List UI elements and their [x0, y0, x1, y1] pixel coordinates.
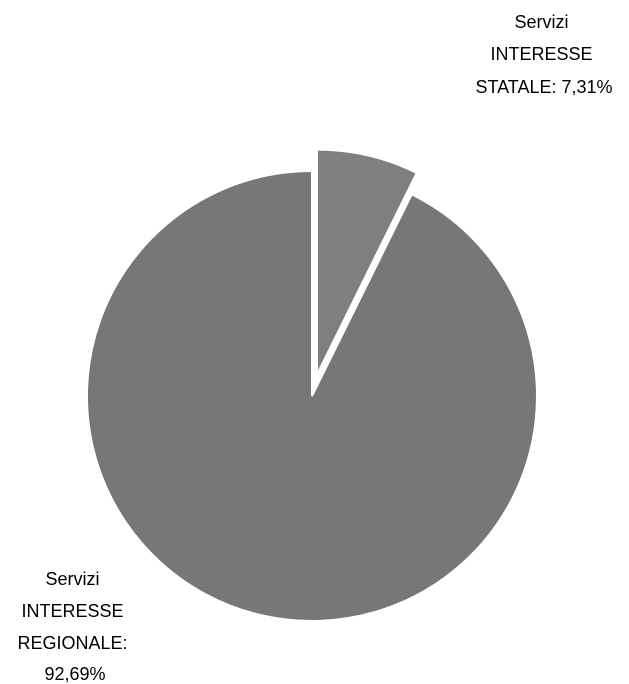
slice-label-regionale-line-1: Servizi — [45, 569, 99, 589]
slice-label-regionale-line-4: 92,69% — [44, 664, 105, 684]
slice-label-regionale-line-2: INTERESSE — [21, 601, 123, 621]
slice-label-statale-line-3: STATALE: 7,31% — [475, 77, 612, 97]
slice-label-regionale: Servizi INTERESSE REGIONALE: 92,69% — [17, 569, 132, 684]
slice-label-statale-line-2: INTERESSE — [490, 44, 592, 64]
slice-label-statale-line-1: Servizi — [514, 12, 568, 32]
pie-slices — [86, 148, 538, 622]
slice-label-regionale-line-3: REGIONALE: — [17, 633, 127, 653]
pie-slice-statale — [316, 148, 419, 376]
pie-slice-regionale — [86, 169, 538, 622]
pie-labels: Servizi INTERESSE STATALE: 7,31% Servizi… — [17, 12, 612, 684]
slice-label-statale: Servizi INTERESSE STATALE: 7,31% — [475, 12, 612, 97]
